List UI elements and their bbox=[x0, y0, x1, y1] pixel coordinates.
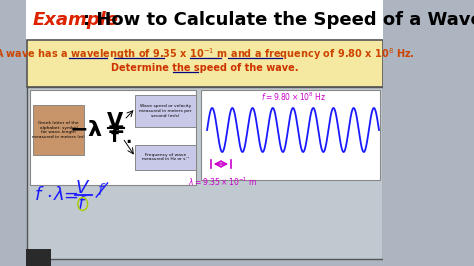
Bar bbox=[27, 87, 383, 259]
Text: $\cdot$: $\cdot$ bbox=[46, 186, 52, 204]
Bar bbox=[136, 95, 196, 127]
Bar bbox=[33, 105, 84, 155]
Bar bbox=[136, 145, 196, 170]
Text: $\lambda = 9.35 \times 10^{-1}$ m: $\lambda = 9.35 \times 10^{-1}$ m bbox=[188, 176, 258, 188]
Text: $\mathbf{f}$: $\mathbf{f}$ bbox=[110, 128, 120, 146]
Text: $\mathit{f}$: $\mathit{f}$ bbox=[97, 182, 106, 198]
Text: $\lambda$: $\lambda$ bbox=[53, 186, 64, 204]
Text: Greek letter of the
alphabet: symbol
for wave-length
measured in meters (m): Greek letter of the alphabet: symbol for… bbox=[32, 121, 85, 139]
Bar bbox=[26, 0, 383, 40]
Text: $f$: $f$ bbox=[35, 186, 45, 204]
Text: Example: Example bbox=[32, 11, 118, 29]
Text: A wave has a wavelength of 9.35 x 10$^{-1}$ m and a frequency of 9.80 x 10$^{8}$: A wave has a wavelength of 9.35 x 10$^{-… bbox=[0, 46, 415, 62]
Bar bbox=[30, 90, 196, 185]
Text: : How to Calculate the Speed of a Wave: : How to Calculate the Speed of a Wave bbox=[82, 11, 474, 29]
Text: $f= 9.80 \times 10^{8}$ Hz: $f= 9.80 \times 10^{8}$ Hz bbox=[261, 91, 327, 103]
Text: $\mathbf{-\lambda =}$: $\mathbf{-\lambda =}$ bbox=[69, 120, 124, 140]
Text: $\mathbf{V}$: $\mathbf{V}$ bbox=[106, 112, 124, 132]
Text: $\mathbf{\cdot}$: $\mathbf{\cdot}$ bbox=[125, 131, 131, 149]
Text: $V$: $V$ bbox=[75, 179, 91, 197]
Bar bbox=[26, 249, 51, 266]
Text: Frequency of wave
measured in Hz or s⁻¹: Frequency of wave measured in Hz or s⁻¹ bbox=[142, 153, 189, 161]
Bar bbox=[201, 90, 381, 180]
Text: Determine the speed of the wave.: Determine the speed of the wave. bbox=[111, 63, 299, 73]
Bar bbox=[27, 40, 383, 87]
Text: $=$: $=$ bbox=[60, 186, 78, 204]
Text: Wave speed or velocity
measured in meters per
second (m/s): Wave speed or velocity measured in meter… bbox=[139, 104, 192, 118]
Text: $f$: $f$ bbox=[77, 195, 88, 213]
